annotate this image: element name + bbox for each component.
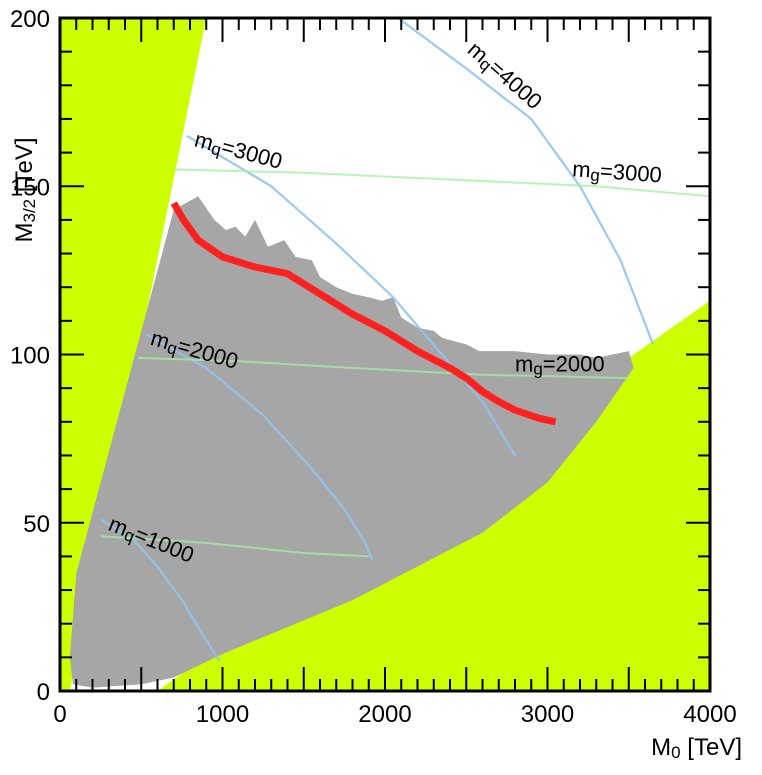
gluino-contour-2 [137,356,629,380]
y-axis-title: M3/2 [TeV] [11,138,39,243]
x-tick-label: 0 [53,701,66,728]
gluino-contour-1 [100,535,369,558]
gluino-contour-3 [173,168,710,198]
x-axis-title: M0 [TeV] [651,734,742,762]
y-tick-label: 50 [23,511,50,538]
y-tick-label: 150 [10,174,50,201]
x-tick-label: 2000 [358,701,411,728]
squark-contour-2 [145,333,374,561]
y-tick-label: 0 [37,679,50,706]
shaded-region [69,196,634,688]
squark-contour-4 [397,18,655,345]
squark-contour-3 [186,134,516,457]
x-tick-label: 4000 [683,701,736,728]
gluino-contour-label-3: mg=3000 [571,156,662,189]
y-tick-label: 100 [10,343,50,370]
gluino-contour-label-2: mg=2000 [515,351,605,378]
squark-contour-1 [100,518,221,662]
x-tick-label: 3000 [521,701,574,728]
x-tick-label: 1000 [196,701,249,728]
bound-curve [170,201,557,426]
y-tick-label: 200 [10,6,50,33]
